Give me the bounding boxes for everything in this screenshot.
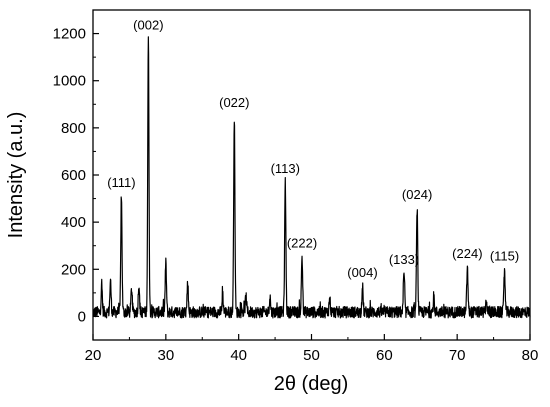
- peak-label: (022): [219, 95, 249, 110]
- peak-label: (111): [107, 175, 135, 190]
- y-tick-label: 0: [78, 308, 86, 325]
- peak-label: (224): [452, 246, 482, 261]
- y-tick-label: 200: [61, 261, 86, 278]
- plot-frame: [92, 9, 531, 341]
- y-axis-label: Intensity (a.u.): [5, 112, 27, 239]
- peak-labels: (111) (002) (022) (113) (222) (004) (133) (024)…: [107, 17, 519, 280]
- peak-label: (004): [347, 265, 377, 280]
- y-tick-label: 600: [61, 167, 86, 184]
- peak-label: (222): [287, 235, 317, 250]
- y-tick-label: 1200: [53, 26, 86, 43]
- x-tick-label: 30: [157, 347, 174, 364]
- peak-label: (115): [490, 248, 519, 263]
- y-tick-label: 1000: [53, 73, 86, 90]
- x-tick-label: 60: [376, 347, 393, 364]
- xrd-trace: [92, 36, 531, 319]
- x-tick-label: 40: [230, 347, 247, 364]
- peak-label: (133): [389, 252, 419, 267]
- axis-ticks: [92, 32, 531, 340]
- x-tick-label: 20: [85, 347, 102, 364]
- x-tick-label: 80: [522, 347, 539, 364]
- peak-label: (024): [402, 187, 432, 202]
- peak-label: (113): [271, 161, 300, 176]
- x-tick-label: 50: [303, 347, 320, 364]
- y-tick-label: 400: [61, 214, 86, 231]
- x-tick-label: 70: [449, 347, 466, 364]
- x-axis-label: 2θ (deg): [274, 373, 349, 395]
- peak-label: (002): [133, 17, 163, 32]
- y-tick-label: 800: [61, 120, 86, 137]
